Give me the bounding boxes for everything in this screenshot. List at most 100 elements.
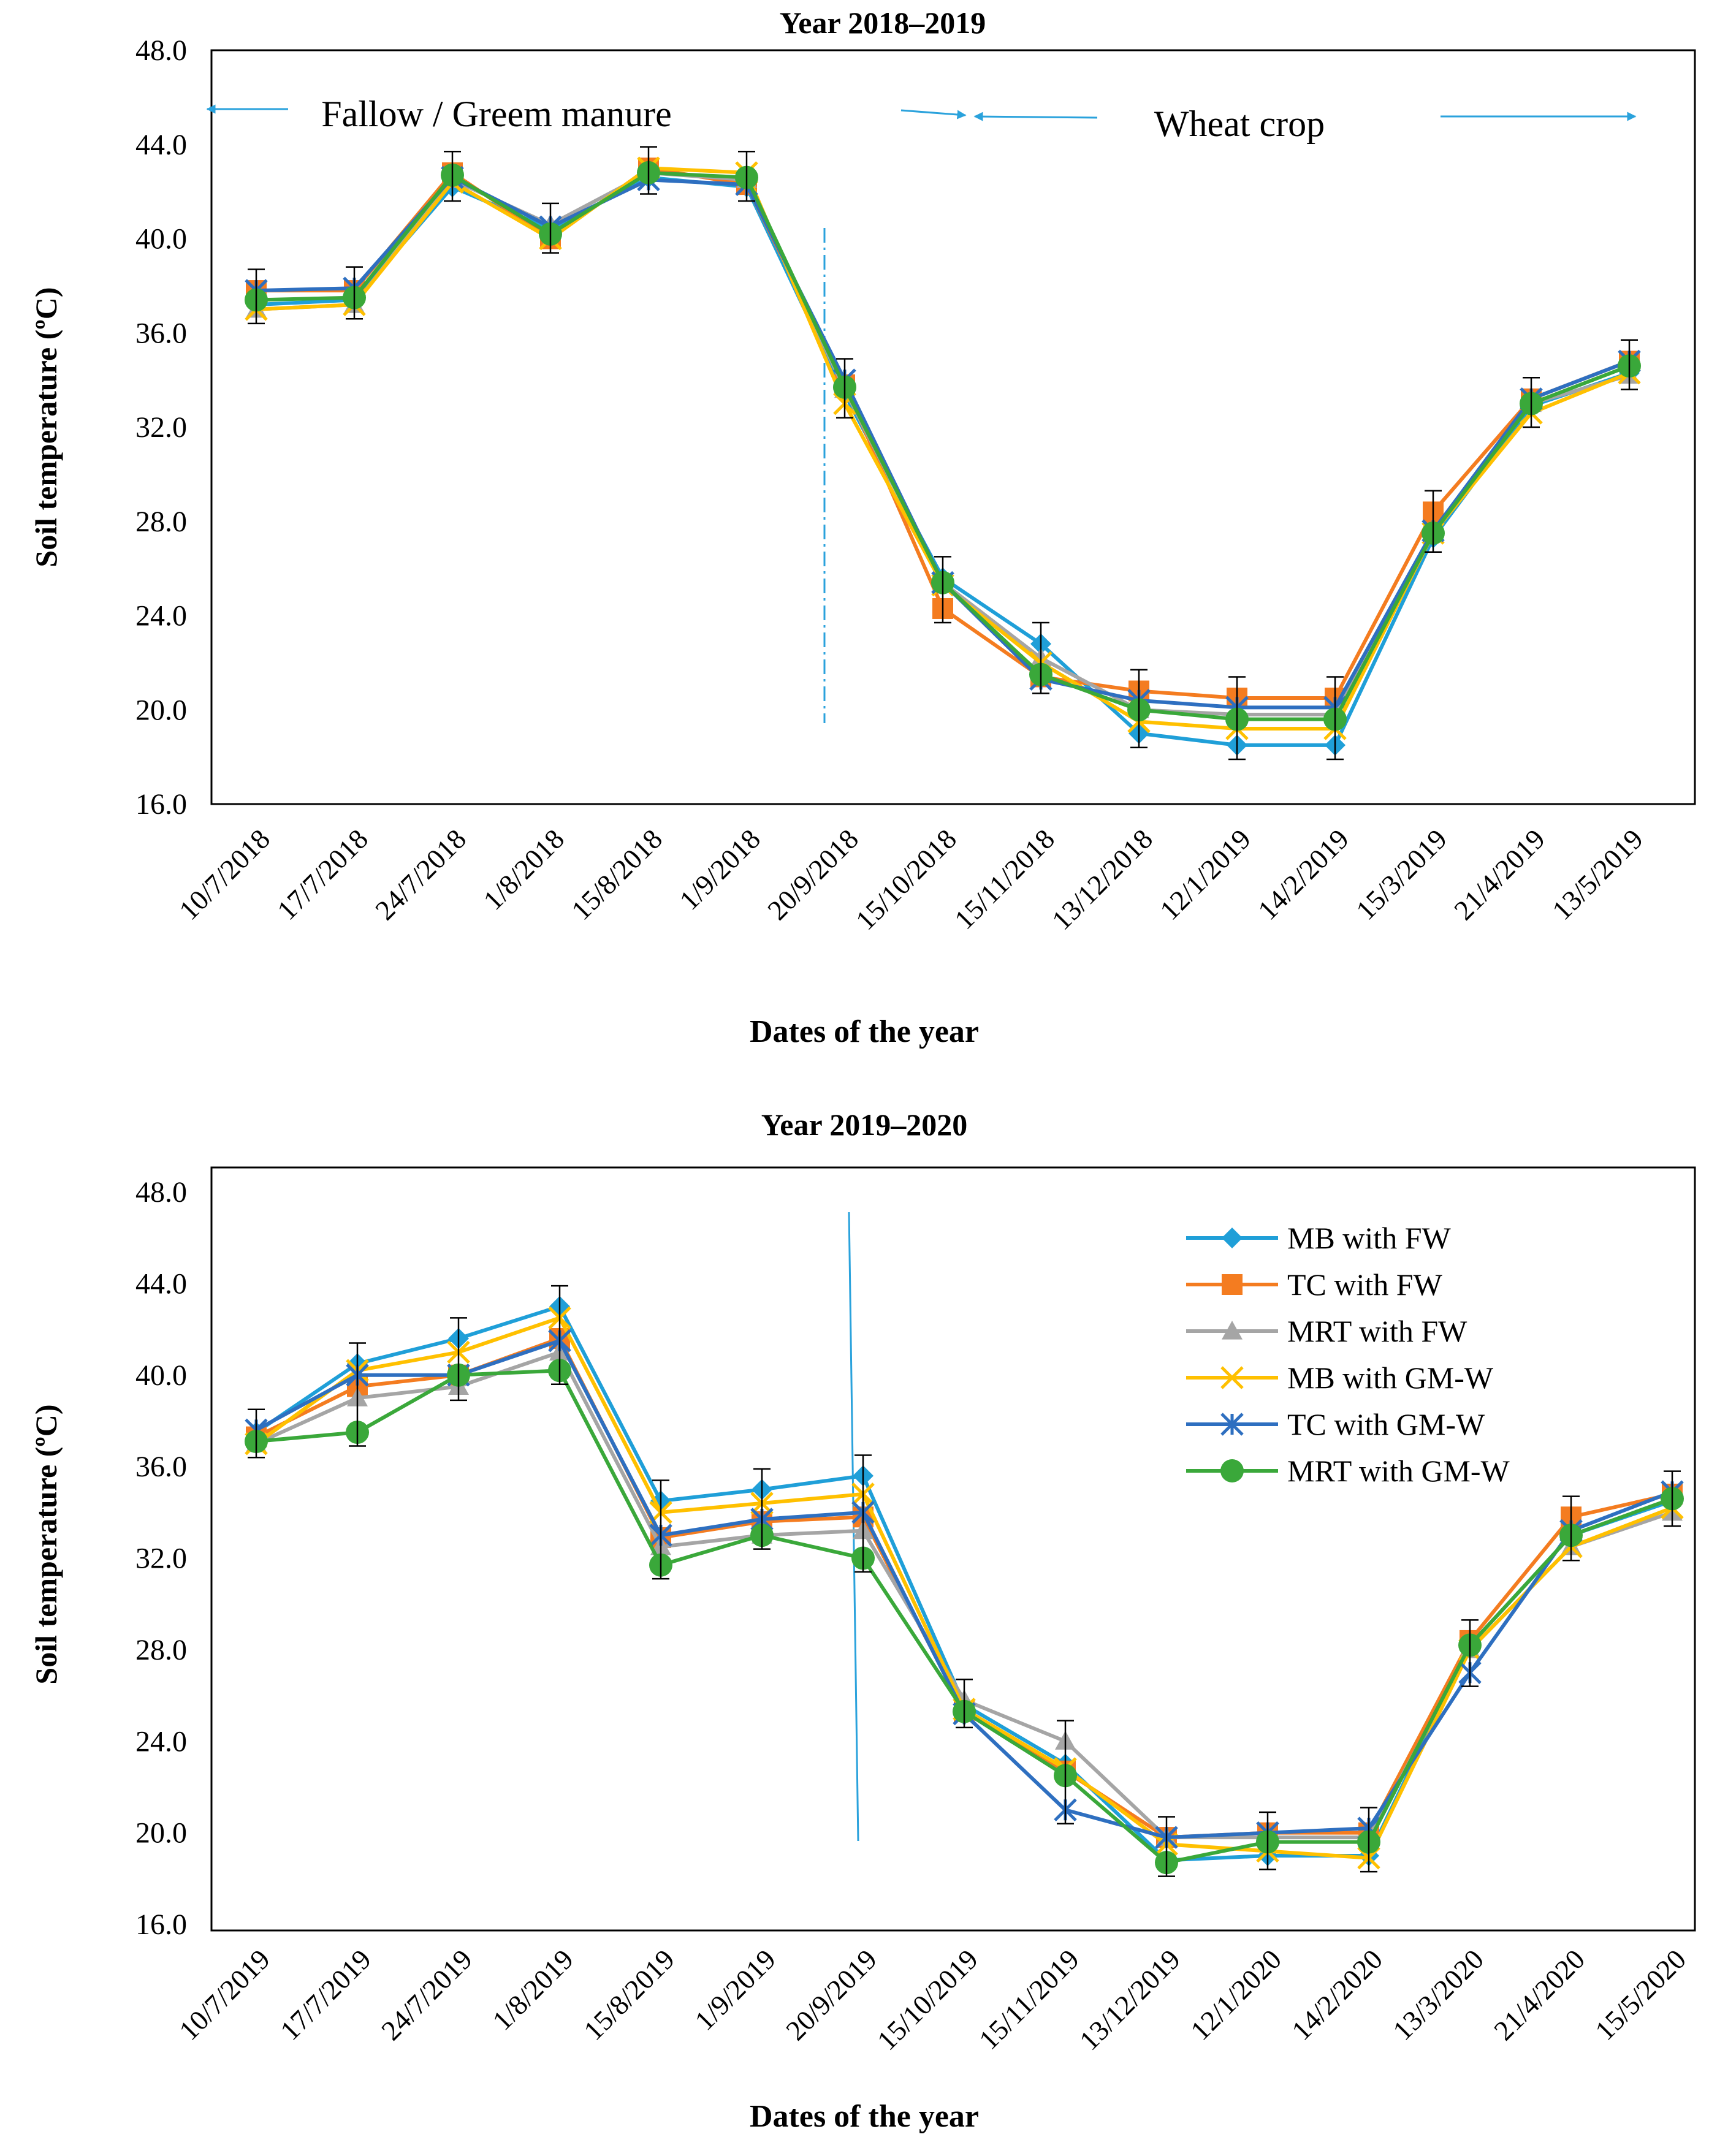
x-tick-label: 17/7/2018	[271, 823, 374, 926]
error-bar	[652, 1479, 669, 1580]
legend-label: MB with FW	[1287, 1221, 1452, 1255]
error-bar	[1425, 490, 1442, 553]
error-bar	[934, 556, 951, 624]
y-tick-label: 36.0	[135, 1451, 187, 1483]
legend-marker	[1220, 1413, 1244, 1436]
y-tick-label: 40.0	[135, 1359, 187, 1392]
x-tick-label: 20/9/2018	[761, 823, 864, 926]
x-tick-label: 20/9/2019	[780, 1943, 883, 2046]
error-bar	[551, 1285, 568, 1385]
x-tick-label: 1/9/2018	[673, 823, 766, 916]
error-bar	[854, 1454, 872, 1573]
y-tick-label: 36.0	[135, 317, 187, 349]
error-bar	[1461, 1619, 1479, 1687]
error-bars	[248, 146, 1638, 761]
y-tick-label: 32.0	[135, 1543, 187, 1575]
error-bar	[640, 146, 657, 195]
legend: MB with FW TC with FW MRT with FW MB with G…	[1186, 1221, 1510, 1488]
series-line	[256, 175, 1631, 710]
error-bar	[1130, 669, 1148, 748]
error-bar	[836, 358, 853, 419]
chart-title: Year 2019–2020	[761, 1107, 968, 1142]
error-bar	[956, 1679, 973, 1729]
series-tc-with-fw	[246, 1328, 1683, 1848]
arrow-fallow-end	[900, 109, 967, 120]
plot-frame	[210, 1166, 1696, 1932]
x-tick-label: 15/10/2019	[871, 1943, 984, 2056]
series-line	[256, 166, 1631, 731]
x-tick-label: 15/10/2018	[850, 823, 962, 936]
x-tick-label: 17/7/2019	[274, 1943, 377, 2046]
y-tick-label: 20.0	[135, 694, 187, 726]
x-tick-label: 1/9/2019	[688, 1943, 782, 2036]
series-group	[245, 1285, 1684, 1877]
series-mrt-with-fw	[246, 162, 1640, 723]
x-tick-label: 13/3/2020	[1387, 1943, 1490, 2046]
series-mb-with-gm-w	[245, 156, 1641, 740]
y-tick-label: 44.0	[135, 129, 187, 161]
y-tick-label: 40.0	[135, 223, 187, 256]
y-tick-label: 20.0	[135, 1817, 187, 1850]
error-bar	[444, 151, 461, 202]
error-bar	[1228, 676, 1246, 761]
legend-label: MB with GM-W	[1287, 1361, 1494, 1395]
y-tick-label: 28.0	[135, 1634, 187, 1666]
y-tick-label: 48.0	[135, 1176, 187, 1209]
error-bar	[450, 1317, 467, 1402]
error-bar	[1360, 1807, 1377, 1873]
legend-label: MRT with FW	[1287, 1314, 1467, 1348]
legend-marker	[1220, 1459, 1244, 1482]
series-tc-with-fw	[246, 158, 1640, 709]
chart-2019-2020: Year 2019–2020 16.0 20.0 24.0 28.0 32.0 36.0 4…	[29, 1107, 1696, 2134]
error-bar	[1621, 339, 1638, 390]
legend-marker	[1222, 1274, 1243, 1295]
x-tick-label: 15/8/2019	[577, 1943, 680, 2046]
error-bar	[1664, 1470, 1681, 1527]
error-bar	[738, 151, 755, 202]
error-bar	[1032, 621, 1049, 694]
series-tc-with-gm-w	[245, 165, 1641, 719]
series-line	[256, 170, 1630, 716]
error-bar	[1259, 1811, 1276, 1870]
y-axis-label: Soil temperature (ºC)	[29, 287, 63, 567]
x-tick-label: 12/1/2020	[1184, 1943, 1287, 2046]
error-bar	[753, 1468, 771, 1550]
y-tick-label: 32.0	[135, 411, 187, 444]
series-mb-with-fw	[246, 167, 1640, 756]
x-tick-label: 15/11/2019	[973, 1943, 1085, 2055]
x-tick-label: 24/7/2019	[375, 1943, 478, 2046]
error-bar	[1057, 1720, 1074, 1824]
plot-frame	[210, 49, 1696, 805]
x-tick-label: 15/3/2019	[1350, 823, 1453, 926]
series-group	[245, 146, 1641, 761]
y-axis-ticks: 16.0 20.0 24.0 28.0 32.0 36.0 40.0 44.0 48.0	[135, 1176, 187, 1941]
legend-marker	[1222, 1321, 1243, 1340]
x-tick-label: 13/12/2018	[1046, 823, 1159, 936]
x-tick-label: 14/2/2019	[1252, 823, 1355, 926]
legend-label: TC with GM-W	[1287, 1407, 1485, 1441]
x-tick-label: 1/8/2018	[477, 823, 570, 916]
y-tick-label: 48.0	[135, 34, 187, 67]
y-axis-label: Soil temperature (ºC)	[29, 1404, 63, 1684]
y-tick-label: 28.0	[135, 506, 187, 538]
x-tick-label: 13/12/2019	[1073, 1943, 1186, 2056]
x-tick-label: 24/7/2018	[369, 823, 472, 926]
error-bar	[248, 1408, 265, 1459]
legend-marker	[1220, 1366, 1244, 1389]
y-tick-label: 16.0	[135, 788, 187, 821]
x-tick-label: 15/8/2018	[565, 823, 668, 926]
x-tick-label: 10/7/2019	[173, 1943, 276, 2046]
x-tick-label: 1/8/2019	[486, 1943, 579, 2036]
error-bar	[248, 268, 265, 325]
error-bar	[346, 266, 363, 320]
legend-label: TC with FW	[1287, 1267, 1443, 1302]
x-tick-label: 13/5/2019	[1546, 823, 1649, 926]
x-tick-label: 21/4/2019	[1448, 823, 1551, 926]
error-bar	[1562, 1495, 1580, 1562]
legend-label: MRT with GM-W	[1287, 1454, 1510, 1488]
error-bars	[248, 1285, 1681, 1877]
y-tick-label: 24.0	[135, 1725, 187, 1758]
